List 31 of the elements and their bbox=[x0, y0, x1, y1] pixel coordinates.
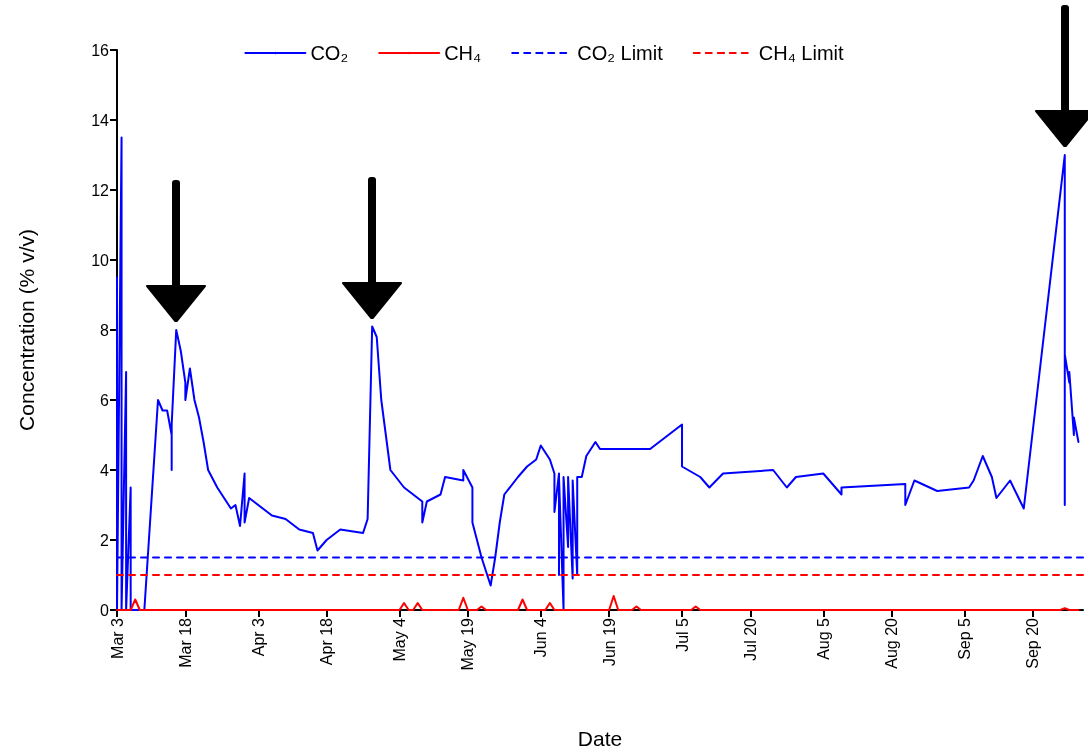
x-tick-label: Sep 5 bbox=[956, 617, 974, 660]
x-tick-label: May 4 bbox=[391, 617, 409, 662]
y-tick-label: 12 bbox=[91, 181, 110, 199]
legend-label: CO₂ Limit bbox=[577, 42, 664, 64]
y-tick-label: 16 bbox=[91, 41, 110, 59]
line-series bbox=[116, 595, 1080, 611]
y-tick-label: 0 bbox=[100, 601, 110, 619]
x-tick-label: Mar 18 bbox=[176, 617, 194, 668]
x-tick-label: Apr 18 bbox=[318, 617, 336, 666]
y-tick-label: 6 bbox=[100, 391, 110, 409]
x-tick-label: May 19 bbox=[459, 617, 477, 671]
legend-label: CO₂ bbox=[310, 42, 349, 64]
y-tick-label: 4 bbox=[100, 461, 110, 479]
x-tick-label: Jul 20 bbox=[741, 617, 759, 661]
x-tick-label: Sep 20 bbox=[1024, 617, 1042, 669]
line-series bbox=[116, 136, 1080, 611]
legend-label: CH₄ bbox=[444, 42, 482, 64]
y-tick-label: 10 bbox=[91, 251, 110, 269]
legend-label: CH₄ Limit bbox=[758, 42, 845, 64]
x-tick-label: Aug 5 bbox=[814, 617, 832, 660]
x-tick-label: Apr 3 bbox=[249, 617, 267, 657]
x-tick-label: Jun 4 bbox=[532, 617, 550, 658]
x-tick-label: Mar 3 bbox=[108, 617, 126, 659]
x-tick-label: Jun 19 bbox=[600, 617, 618, 667]
y-tick-label: 8 bbox=[100, 321, 110, 339]
y-axis-title: Concentration (% v/v) bbox=[15, 229, 38, 431]
x-tick-label: Aug 20 bbox=[883, 617, 901, 669]
x-axis-title: Date bbox=[577, 727, 623, 750]
x-tick-label: Jul 5 bbox=[673, 617, 691, 652]
y-tick-label: 14 bbox=[91, 111, 110, 129]
y-tick-label: 2 bbox=[100, 531, 110, 549]
